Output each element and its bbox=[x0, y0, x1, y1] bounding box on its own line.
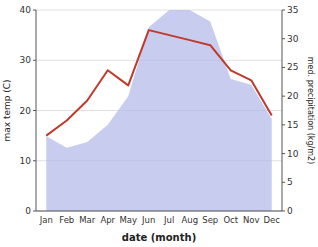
grid-line bbox=[36, 211, 282, 212]
y2-tick bbox=[282, 182, 285, 183]
y2-tick-label: 15 bbox=[287, 120, 298, 130]
y2-tick bbox=[282, 38, 285, 39]
x-tick-label: Aug bbox=[181, 215, 198, 225]
y2-tick-label: 20 bbox=[287, 91, 299, 101]
x-tick-label: Jan bbox=[39, 215, 53, 225]
y2-tick bbox=[282, 153, 285, 154]
y2-tick-label: 10 bbox=[287, 149, 299, 159]
x-tick-label: Oct bbox=[223, 215, 238, 225]
y-tick-label: 10 bbox=[20, 156, 32, 166]
x-axis-label: date (month) bbox=[122, 232, 196, 243]
y-axis-label: max temp (C) bbox=[2, 79, 12, 141]
y2-tick bbox=[282, 10, 285, 11]
area bbox=[46, 10, 272, 211]
grid bbox=[36, 10, 282, 211]
y2-tick bbox=[282, 124, 285, 125]
y2-tick bbox=[282, 67, 285, 68]
y-tick-label: 20 bbox=[20, 106, 32, 116]
grid-line bbox=[36, 10, 282, 11]
x-axis-line bbox=[36, 211, 282, 212]
y2-tick-label: 35 bbox=[287, 5, 298, 15]
y-tick bbox=[33, 10, 36, 11]
axes: 0 10 20 30 40 0 5 10 15 20 25 30 35 Jan Feb Mar Apr May Ju… bbox=[20, 5, 299, 225]
y2-tick-label: 30 bbox=[287, 34, 299, 44]
y2-tick-label: 0 bbox=[287, 206, 293, 216]
x-tick-label: May bbox=[119, 215, 137, 225]
y-tick-label: 0 bbox=[25, 206, 31, 216]
x-tick-label: Feb bbox=[59, 215, 74, 225]
y-tick bbox=[33, 110, 36, 111]
x-tick-label: Jun bbox=[141, 215, 155, 225]
y-tick bbox=[33, 60, 36, 61]
y2-tick-label: 25 bbox=[287, 62, 298, 72]
line bbox=[46, 30, 272, 136]
y2-axis-label: med. precipitation (kg/m2) bbox=[306, 57, 315, 164]
x-tick-label: Jul bbox=[163, 215, 174, 225]
y2-tick-label: 5 bbox=[287, 177, 293, 187]
y2-tick bbox=[282, 211, 285, 212]
x-tick-label: Mar bbox=[79, 215, 96, 225]
series-group bbox=[46, 10, 272, 211]
x-tick-label: Sep bbox=[202, 215, 218, 225]
chart: 0 10 20 30 40 0 5 10 15 20 25 30 35 Jan Feb Mar Apr May Ju… bbox=[0, 0, 318, 247]
y-tick-label: 30 bbox=[20, 55, 32, 65]
y-tick-label: 40 bbox=[20, 5, 32, 15]
x-tick-label: Nov bbox=[243, 215, 260, 225]
x-tick-label: Dec bbox=[264, 215, 281, 225]
y-tick bbox=[33, 160, 36, 161]
x-tick-label: Apr bbox=[100, 215, 115, 225]
y2-axis-line bbox=[282, 10, 283, 211]
y2-tick bbox=[282, 96, 285, 97]
y-tick bbox=[33, 211, 36, 212]
